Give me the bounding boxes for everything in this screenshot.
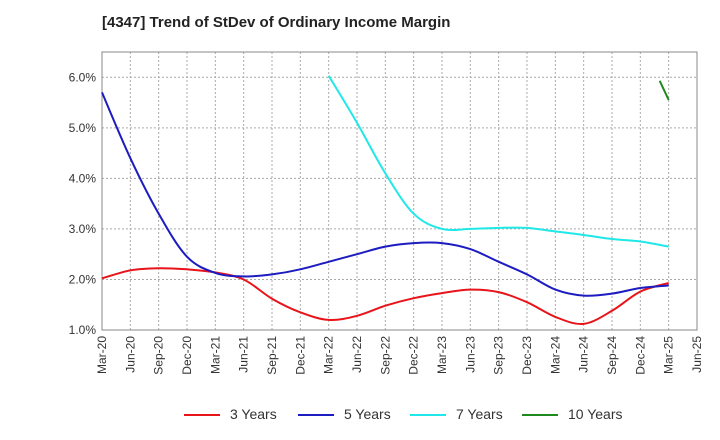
x-tick-label: Jun-20 — [123, 336, 137, 373]
y-tick-label: 5.0% — [69, 121, 97, 135]
legend: 3 Years 5 Years 7 Years 10 Years — [0, 405, 720, 427]
series-line-5-years — [101, 92, 669, 297]
y-tick-label: 2.0% — [69, 272, 97, 286]
x-tick-label: Mar-25 — [662, 336, 676, 374]
x-tick-label: Mar-24 — [548, 336, 562, 374]
x-tick-label: Jun-24 — [577, 336, 591, 373]
legend-swatch — [410, 414, 446, 416]
y-tick-label: 6.0% — [69, 70, 97, 84]
series-line-7-years — [327, 75, 669, 248]
series-layer — [101, 75, 670, 326]
legend-swatch — [184, 414, 220, 416]
legend-label: 3 Years — [230, 406, 277, 422]
x-tick-label: Sep-21 — [265, 336, 279, 375]
x-tick-label: Jun-21 — [237, 336, 251, 373]
x-tick-label: Dec-22 — [407, 336, 421, 375]
x-tick-label: Dec-24 — [633, 336, 647, 375]
legend-label: 7 Years — [456, 406, 503, 422]
y-tick-label: 1.0% — [69, 323, 97, 337]
x-tick-label: Sep-24 — [605, 336, 619, 375]
x-tick-label: Jun-25 — [690, 336, 704, 373]
x-tick-label: Dec-20 — [180, 336, 194, 375]
axis-layer — [101, 51, 698, 331]
legend-label: 10 Years — [568, 406, 623, 422]
x-tick-label: Sep-20 — [152, 336, 166, 375]
label-layer: 1.0% 2.0% 3.0% 4.0% 5.0% 6.0% Mar-20 Jun-20 Sep-… — [69, 70, 704, 374]
legend-label: 5 Years — [344, 406, 391, 422]
grid-layer — [101, 52, 698, 331]
x-tick-label: Mar-22 — [322, 336, 336, 374]
x-tick-label: Mar-23 — [435, 336, 449, 374]
x-tick-label: Sep-22 — [378, 336, 392, 375]
legend-swatch — [522, 414, 558, 416]
y-tick-label: 4.0% — [69, 171, 97, 185]
x-tick-label: Mar-20 — [95, 336, 109, 374]
x-tick-label: Dec-21 — [293, 336, 307, 375]
plot-frame — [101, 51, 698, 331]
chart-title: [4347] Trend of StDev of Ordinary Income… — [102, 14, 451, 31]
x-tick-label: Sep-23 — [492, 336, 506, 375]
y-tick-label: 3.0% — [69, 222, 97, 236]
x-tick-label: Mar-21 — [208, 336, 222, 374]
series-line-10-years — [658, 80, 670, 101]
series-line-3-years — [101, 267, 669, 326]
x-tick-label: Jun-22 — [350, 336, 364, 373]
x-tick-label: Dec-23 — [520, 336, 534, 375]
x-tick-label: Jun-23 — [463, 336, 477, 373]
legend-swatch — [298, 414, 334, 416]
